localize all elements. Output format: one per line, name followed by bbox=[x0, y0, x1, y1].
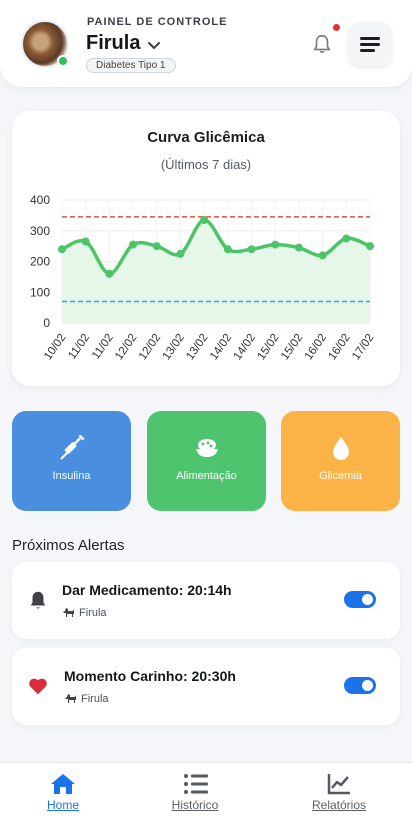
hamburger-icon bbox=[360, 37, 380, 40]
glucose-line-chart: 010020030040010/0211/0211/0212/0212/0213… bbox=[30, 193, 376, 362]
y-tick-label: 400 bbox=[30, 193, 50, 207]
x-tick-label: 11/02 bbox=[66, 332, 92, 362]
y-tick-label: 100 bbox=[30, 285, 50, 299]
online-status-dot bbox=[57, 55, 69, 67]
x-tick-label: 13/02 bbox=[161, 332, 187, 362]
dashboard-overline: PAINEL DE CONTROLE bbox=[87, 16, 228, 28]
x-tick-label: 15/02 bbox=[255, 332, 281, 362]
glucose-button[interactable]: Glicemia bbox=[281, 411, 400, 511]
alert-pet-name: Firula bbox=[79, 607, 107, 619]
y-tick-label: 300 bbox=[30, 224, 50, 238]
data-point bbox=[294, 243, 303, 252]
area-fill bbox=[62, 219, 370, 323]
data-point bbox=[247, 245, 256, 254]
x-tick-label: 14/02 bbox=[208, 332, 234, 362]
menu-button[interactable] bbox=[348, 22, 392, 66]
nav-history[interactable]: Histórico bbox=[135, 763, 255, 823]
data-point bbox=[129, 240, 138, 249]
data-point bbox=[81, 237, 90, 246]
feeding-label: Alimentação bbox=[176, 470, 237, 482]
x-tick-label: 14/02 bbox=[232, 332, 258, 362]
alert-card[interactable]: Dar Medicamento: 20:14h Firula bbox=[12, 562, 400, 639]
app-header: PAINEL DE CONTROLE Firula Diabetes Tipo … bbox=[0, 0, 412, 87]
y-tick-label: 0 bbox=[43, 316, 50, 330]
alert-card[interactable]: Momento Carinho: 20:30h Firula bbox=[12, 648, 400, 725]
data-point bbox=[223, 245, 232, 254]
x-tick-label: 10/02 bbox=[42, 332, 68, 362]
pet-name[interactable]: Firula bbox=[86, 32, 141, 54]
hamburger-bar bbox=[360, 43, 380, 46]
data-point bbox=[342, 234, 351, 243]
alert-title: Momento Carinho: 20:30h bbox=[64, 668, 236, 684]
chart-icon bbox=[327, 774, 350, 795]
upcoming-alerts-title: Próximos Alertas bbox=[12, 537, 125, 554]
x-tick-label: 12/02 bbox=[137, 332, 163, 362]
insulin-label: Insulina bbox=[52, 470, 91, 482]
data-point bbox=[105, 269, 114, 278]
data-point bbox=[318, 251, 327, 260]
condition-badge: Diabetes Tipo 1 bbox=[86, 58, 176, 73]
blood-drop-icon bbox=[333, 437, 349, 460]
nav-history-label: Histórico bbox=[171, 798, 219, 812]
chevron-down-icon[interactable] bbox=[147, 38, 161, 52]
notification-bell-icon[interactable] bbox=[311, 33, 333, 55]
alert-toggle[interactable] bbox=[344, 677, 376, 694]
x-tick-label: 15/02 bbox=[279, 332, 305, 362]
glucose-chart-card: Curva Glicêmica (Últimos 7 dias) 0 100 200… bbox=[12, 111, 400, 386]
nav-home[interactable]: Home bbox=[3, 763, 123, 823]
nav-reports-label: Relatórios bbox=[311, 798, 367, 812]
data-point bbox=[176, 249, 185, 258]
x-tick-label: 16/02 bbox=[303, 332, 329, 362]
dog-icon bbox=[63, 608, 74, 617]
data-point bbox=[152, 242, 161, 251]
heart-icon bbox=[29, 678, 47, 695]
nav-home-label: Home bbox=[46, 798, 79, 812]
notification-dot bbox=[333, 24, 340, 31]
hamburger-bar bbox=[360, 49, 375, 52]
glucose-label: Glicemia bbox=[319, 470, 362, 482]
alert-toggle[interactable] bbox=[344, 591, 376, 608]
insulin-button[interactable]: Insulina bbox=[12, 411, 131, 511]
data-point bbox=[271, 240, 280, 249]
data-point bbox=[200, 215, 209, 224]
food-bowl-icon bbox=[196, 439, 218, 457]
chart-title: Curva Glicêmica bbox=[147, 129, 265, 146]
bottom-navigation: Home Histórico Relatórios bbox=[0, 762, 412, 823]
x-tick-label: 17/02 bbox=[350, 332, 376, 362]
x-tick-label: 11/02 bbox=[90, 332, 116, 362]
data-point bbox=[366, 242, 374, 251]
dog-icon bbox=[65, 694, 76, 703]
chart-subtitle: (Últimos 7 dias) bbox=[160, 157, 252, 172]
x-tick-label: 13/02 bbox=[184, 332, 210, 362]
list-icon bbox=[184, 774, 208, 794]
y-tick-label: 200 bbox=[30, 255, 50, 269]
data-point bbox=[58, 245, 66, 254]
alert-pet-name: Firula bbox=[81, 693, 109, 705]
x-tick-label: 16/02 bbox=[326, 332, 352, 362]
pet-avatar[interactable] bbox=[21, 20, 69, 68]
x-tick-label: 12/02 bbox=[113, 332, 139, 362]
nav-reports[interactable]: Relatórios bbox=[279, 763, 399, 823]
alert-title: Dar Medicamento: 20:14h bbox=[62, 582, 232, 598]
bell-icon bbox=[30, 591, 46, 609]
feeding-button[interactable]: Alimentação bbox=[147, 411, 266, 511]
home-icon bbox=[51, 774, 75, 794]
syringe-icon bbox=[60, 435, 85, 460]
